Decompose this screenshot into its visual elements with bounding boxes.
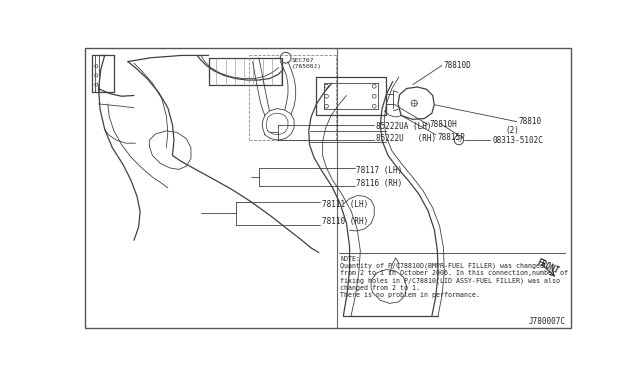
Text: J780007C: J780007C [528, 317, 565, 326]
Text: 85222UA (LH): 85222UA (LH) [376, 122, 431, 131]
Text: 78815P: 78815P [437, 132, 465, 141]
Text: 08313-5102C: 08313-5102C [493, 136, 543, 145]
Text: 85222U   (RH): 85222U (RH) [376, 134, 436, 143]
Text: (2): (2) [505, 126, 519, 135]
Text: 78810: 78810 [519, 117, 542, 126]
Text: FRONT: FRONT [536, 257, 561, 275]
Text: 78111 (LH): 78111 (LH) [322, 200, 368, 209]
Text: SEC767
(76500J): SEC767 (76500J) [292, 58, 322, 68]
Text: 78110 (RH): 78110 (RH) [322, 217, 368, 226]
Text: 78810D: 78810D [444, 61, 471, 70]
Text: S: S [457, 138, 461, 142]
Text: 78810H: 78810H [429, 120, 458, 129]
Text: 78117 (LH): 78117 (LH) [356, 166, 403, 176]
Text: 78116 (RH): 78116 (RH) [356, 179, 403, 188]
Text: NOTE:
Quantity of P/C78810D(BMPR-FUEL FILLER) was changed
from 2 to 1 in October: NOTE: Quantity of P/C78810D(BMPR-FUEL FI… [340, 256, 568, 298]
